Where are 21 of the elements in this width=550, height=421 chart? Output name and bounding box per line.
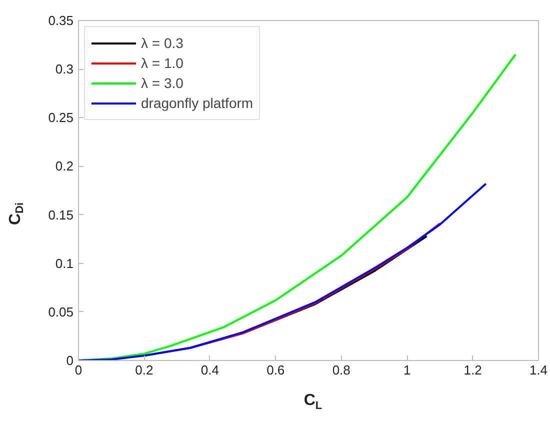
line-series bbox=[78, 182, 487, 360]
y-tick-label: 0.3 bbox=[55, 62, 74, 77]
y-tick-label: 0.15 bbox=[48, 207, 74, 222]
y-tick-label: 0.25 bbox=[48, 110, 74, 126]
x-tick-label: 0.2 bbox=[135, 362, 154, 378]
y-tick-label: 0.1 bbox=[55, 256, 74, 271]
y-tick-label: 0.35 bbox=[48, 13, 74, 28]
x-tick-label: 0.8 bbox=[332, 362, 350, 378]
legend-label: dragonfly platform bbox=[141, 95, 254, 111]
x-tick-label: 1.4 bbox=[529, 362, 548, 378]
x-tick-label: 0.6 bbox=[266, 362, 285, 378]
x-axis-title: C$_{L}$ bbox=[304, 391, 322, 414]
legend-label: λ = 3.0 bbox=[141, 75, 184, 91]
x-tick-label: 0.4 bbox=[200, 362, 219, 378]
x-tick-label: 1.2 bbox=[464, 362, 482, 378]
x-tick-label: 1 bbox=[403, 362, 411, 378]
y-tick-label: 0.2 bbox=[55, 158, 74, 174]
legend-label: λ = 1.0 bbox=[141, 55, 184, 71]
y-tick-label: 0.05 bbox=[48, 304, 74, 320]
y-tick-label: 0 bbox=[66, 353, 74, 368]
legend-label: λ = 0.3 bbox=[141, 35, 184, 51]
